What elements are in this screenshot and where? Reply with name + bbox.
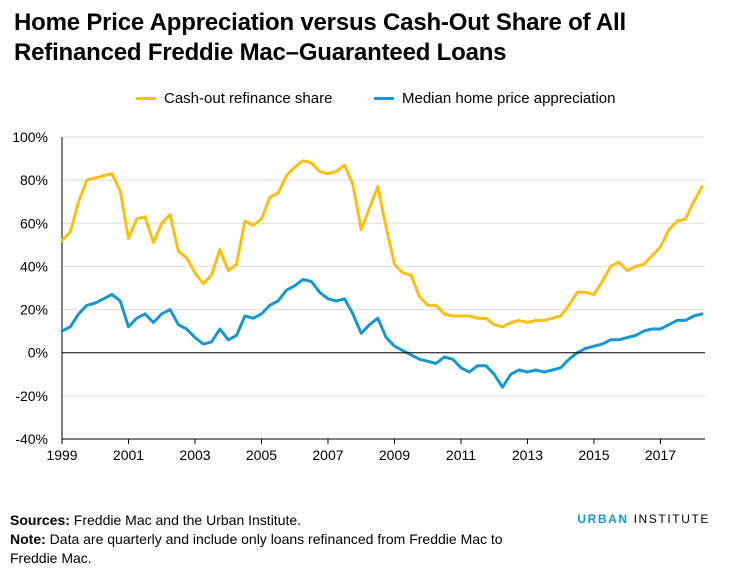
x-tick-label: 2013 bbox=[512, 447, 543, 463]
sources-label: Sources: bbox=[10, 512, 70, 528]
x-tick-label: 2001 bbox=[113, 447, 144, 463]
chart-title: Home Price Appreciation versus Cash-Out … bbox=[14, 8, 714, 68]
y-tick-label: 20% bbox=[20, 302, 48, 318]
x-tick-label: 2015 bbox=[578, 447, 609, 463]
sources-text: Freddie Mac and the Urban Institute. bbox=[69, 512, 302, 528]
y-tick-label: -20% bbox=[15, 388, 48, 404]
x-tick-label: 2003 bbox=[179, 447, 210, 463]
sources-line: Sources: Freddie Mac and the Urban Insti… bbox=[10, 511, 550, 530]
legend-item-cashout: Cash-out refinance share bbox=[136, 90, 332, 107]
x-tick-label: 2017 bbox=[645, 447, 676, 463]
x-tick-label: 2009 bbox=[379, 447, 410, 463]
brand-secondary: INSTITUTE bbox=[628, 512, 710, 526]
brand-primary: URBAN bbox=[577, 512, 629, 526]
chart-title-line-1: Home Price Appreciation versus Cash-Out … bbox=[14, 9, 626, 36]
chart-title-line-2: Refinanced Freddie Mac–Guaranteed Loans bbox=[14, 39, 507, 66]
legend-label-hpa: Median home price appreciation bbox=[402, 90, 616, 107]
hpa-series-line bbox=[60, 277, 704, 389]
legend-swatch-cashout bbox=[136, 97, 156, 100]
line-chart: -40% -20% 0% 20% 40% 60% 80% 100% 1999 2001 2003 20… bbox=[12, 129, 705, 463]
note-text: Data are quarterly and include only loan… bbox=[10, 531, 503, 566]
y-tick-label: -40% bbox=[15, 431, 48, 447]
x-tick-label: 2007 bbox=[312, 447, 343, 463]
legend-item-hpa: Median home price appreciation bbox=[374, 90, 615, 107]
x-tick-label: 1999 bbox=[46, 447, 77, 463]
legend-label-cashout: Cash-out refinance share bbox=[164, 90, 333, 107]
y-tick-label: 40% bbox=[20, 258, 48, 274]
urban-institute-logo: URBAN INSTITUTE bbox=[577, 512, 710, 526]
x-tick-label: 2011 bbox=[446, 447, 476, 463]
chart-footer: Sources: Freddie Mac and the Urban Insti… bbox=[10, 511, 550, 568]
cashout-series-line bbox=[60, 159, 704, 329]
note-label: Note: bbox=[10, 531, 46, 547]
legend-swatch-hpa bbox=[374, 97, 394, 100]
y-tick-label: 0% bbox=[28, 345, 48, 361]
note-line: Note: Data are quarterly and include onl… bbox=[10, 530, 550, 568]
y-tick-label: 100% bbox=[12, 129, 48, 145]
y-tick-label: 60% bbox=[20, 215, 48, 231]
y-tick-label: 80% bbox=[20, 172, 48, 188]
x-tick-label: 2005 bbox=[246, 447, 277, 463]
